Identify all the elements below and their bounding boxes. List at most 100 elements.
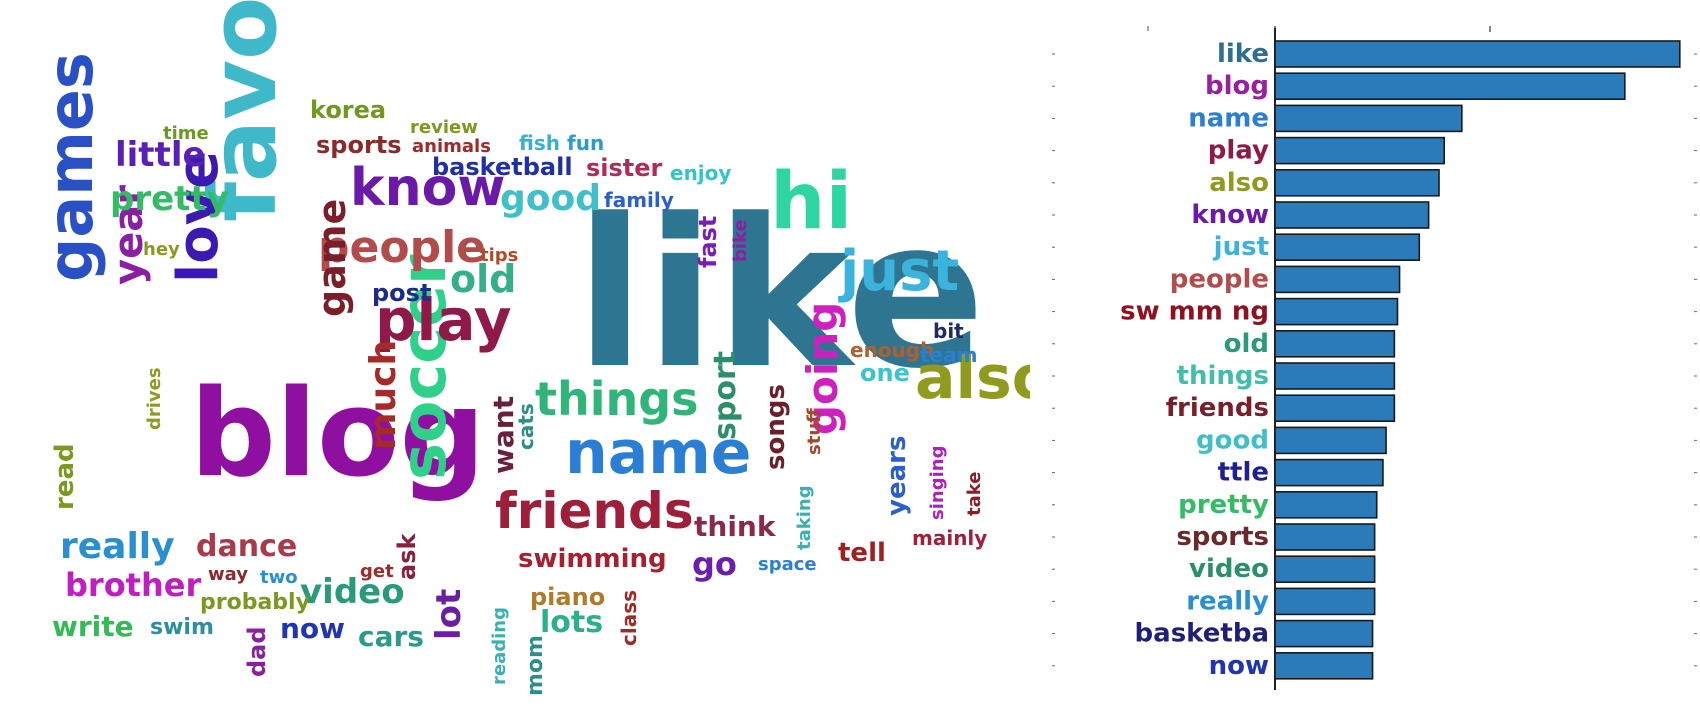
cloud-word-fun: fun bbox=[567, 131, 604, 155]
cloud-word-lot: lot bbox=[429, 589, 469, 640]
cloud-word-friends: friends bbox=[495, 482, 694, 540]
bar-good bbox=[1274, 426, 1387, 455]
cloud-word-little: little bbox=[115, 135, 206, 175]
bar-friends bbox=[1274, 394, 1396, 423]
cloud-word-get: get bbox=[360, 561, 394, 582]
bar-old bbox=[1274, 329, 1396, 358]
cloud-word-hi: hi bbox=[770, 157, 852, 247]
cloud-word-also: also bbox=[915, 343, 1030, 413]
cloud-word-enjoy: enjoy bbox=[670, 161, 731, 185]
cloud-word-year: year bbox=[106, 185, 152, 285]
bar-video bbox=[1274, 555, 1376, 584]
cloud-word-time: time bbox=[163, 123, 209, 144]
cloud-word-sister: sister bbox=[586, 154, 663, 182]
bar-really bbox=[1274, 587, 1376, 616]
bar-know bbox=[1274, 201, 1430, 229]
cloud-word-way: way bbox=[208, 564, 248, 585]
cloud-word-stuff: stuff bbox=[804, 408, 825, 455]
cloud-word-fish: fish bbox=[519, 131, 560, 155]
cloud-word-space: space bbox=[758, 554, 817, 575]
cloud-word-now: now bbox=[280, 612, 345, 645]
bar-label: ttle bbox=[1218, 458, 1269, 488]
bar-basketba bbox=[1274, 619, 1374, 648]
cloud-word-lots: lots bbox=[540, 605, 603, 640]
bar-label: good bbox=[1196, 425, 1269, 455]
bar-things bbox=[1274, 362, 1396, 390]
cloud-word-ask: ask bbox=[393, 533, 421, 580]
cloud-word-dance: dance bbox=[196, 529, 297, 564]
bar-name bbox=[1274, 104, 1463, 133]
cloud-word-swimming: swimming bbox=[518, 544, 667, 574]
cloud-word-dad: dad bbox=[243, 626, 271, 677]
cloud-word-team: team bbox=[920, 343, 977, 367]
cloud-word-hey: hey bbox=[143, 239, 180, 260]
cloud-word-singing: singing bbox=[927, 446, 948, 520]
cloud-word-bit: bit bbox=[933, 319, 964, 343]
bar-blog bbox=[1274, 72, 1626, 100]
bar-pretty bbox=[1274, 490, 1378, 519]
cloud-word-post: post bbox=[372, 279, 431, 307]
cloud-word-go: go bbox=[692, 545, 737, 583]
cloud-word-think: think bbox=[694, 510, 777, 543]
cloud-word-play: play bbox=[375, 286, 512, 354]
cloud-word-blog: blog bbox=[190, 365, 485, 504]
bar-ttle bbox=[1274, 458, 1384, 487]
bar-label: things bbox=[1177, 361, 1269, 391]
bar-label: know bbox=[1191, 200, 1269, 230]
cloud-word-pretty: pretty bbox=[110, 179, 229, 219]
cloud-word-cars: cars bbox=[358, 620, 424, 653]
bar-label: sw mm ng bbox=[1120, 297, 1269, 327]
bar-label: like bbox=[1217, 39, 1269, 69]
cloud-word-game: game bbox=[310, 199, 354, 317]
cloud-word-taking: taking bbox=[794, 485, 815, 550]
cloud-word-class: class bbox=[617, 590, 641, 646]
cloud-word-swim: swim bbox=[150, 615, 214, 640]
cloud-word-read: read bbox=[50, 443, 80, 510]
cloud-word-basketball: basketball bbox=[432, 153, 573, 181]
bar-just bbox=[1274, 233, 1421, 261]
cloud-word-brother: brother bbox=[65, 566, 201, 604]
bar-play bbox=[1274, 136, 1445, 165]
cloud-word-tips: tips bbox=[480, 245, 518, 266]
cloud-word-years: years bbox=[882, 436, 912, 516]
cloud-word-one: one bbox=[860, 359, 910, 387]
bar-label: name bbox=[1188, 103, 1269, 133]
bar-label: people bbox=[1170, 264, 1269, 294]
cloud-word-want: want bbox=[487, 396, 520, 474]
bar-label: really bbox=[1186, 586, 1269, 616]
bar-label: friends bbox=[1166, 393, 1269, 423]
cloud-word-sport: sport bbox=[708, 351, 743, 440]
cloud-word-know: know bbox=[350, 158, 505, 218]
cloud-word-write: write bbox=[52, 610, 134, 643]
cloud-word-fast: fast bbox=[694, 216, 722, 268]
cloud-word-reading: reading bbox=[489, 607, 510, 685]
bar-label: also bbox=[1209, 168, 1269, 198]
bar-label: video bbox=[1189, 554, 1269, 584]
word-cloud: like blog favourite games love hi also name know… bbox=[34, 0, 1030, 696]
bar-label: pretty bbox=[1178, 490, 1269, 520]
bar-label: sports bbox=[1176, 522, 1269, 552]
cloud-word-two: two bbox=[260, 567, 298, 588]
cloud-word-mom: mom bbox=[523, 635, 548, 696]
bar-label: old bbox=[1224, 329, 1269, 359]
cloud-word-people: people bbox=[318, 222, 486, 273]
bar-label: blog bbox=[1205, 71, 1269, 101]
cloud-word-korea: korea bbox=[310, 96, 386, 124]
cloud-word-cats: cats bbox=[514, 403, 538, 450]
cloud-word-video: video bbox=[300, 572, 405, 612]
bar-sports bbox=[1274, 523, 1376, 551]
cloud-word-going: going bbox=[798, 302, 847, 435]
bar-label: play bbox=[1208, 136, 1269, 166]
cloud-word-enough: enough bbox=[850, 338, 934, 362]
cloud-word-things: things bbox=[535, 372, 699, 426]
cloud-word-take: take bbox=[964, 472, 985, 516]
bar-people bbox=[1274, 265, 1401, 294]
cloud-word-love: love bbox=[166, 151, 231, 283]
cloud-word-drives: drives bbox=[144, 367, 165, 430]
bar-label: just bbox=[1213, 232, 1269, 262]
cloud-word-favourite: favourite bbox=[190, 0, 297, 222]
cloud-word-piano: piano bbox=[530, 583, 605, 611]
bar-label: now bbox=[1209, 651, 1269, 681]
cloud-word-just: just bbox=[838, 239, 959, 304]
cloud-word-animals: animals bbox=[412, 136, 491, 157]
